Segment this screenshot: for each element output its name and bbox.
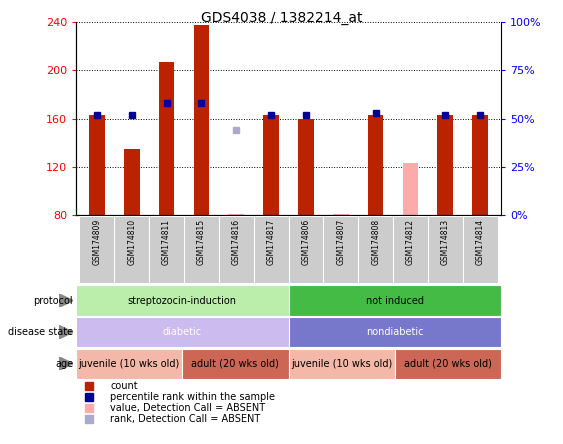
Text: not induced: not induced [366,296,424,305]
Bar [333,214,348,215]
Bar [219,216,254,283]
Text: adult (20 wks old): adult (20 wks old) [191,359,279,369]
Bar [76,317,289,347]
Bar [289,317,501,347]
Bar [76,349,182,379]
Text: nondiabetic: nondiabetic [366,327,423,337]
Bar [393,216,428,283]
Text: GSM174809: GSM174809 [92,219,101,265]
Text: GSM174806: GSM174806 [301,219,310,265]
Text: adult (20 wks old): adult (20 wks old) [404,359,492,369]
Text: protocol: protocol [34,296,73,305]
Polygon shape [59,357,73,370]
Text: GSM174810: GSM174810 [127,219,136,265]
Text: streptozocin-induction: streptozocin-induction [128,296,237,305]
Bar [395,349,501,379]
Text: disease state: disease state [8,327,73,337]
Text: juvenile (10 wks old): juvenile (10 wks old) [78,359,180,369]
Bar [289,285,501,316]
Bar [428,216,463,283]
Bar [229,214,244,215]
Text: value, Detection Call = ABSENT: value, Detection Call = ABSENT [110,403,265,413]
Bar [289,349,395,379]
Bar [124,149,140,215]
Text: age: age [55,359,73,369]
Text: rank, Detection Call = ABSENT: rank, Detection Call = ABSENT [110,414,260,424]
Text: GSM174815: GSM174815 [197,219,206,265]
Bar [79,216,114,283]
Bar [437,115,453,215]
Bar [149,216,184,283]
Text: GSM174807: GSM174807 [336,219,345,265]
Bar [463,216,498,283]
Bar [194,24,209,215]
Bar [114,216,149,283]
Text: diabetic: diabetic [163,327,202,337]
Bar [263,115,279,215]
Bar [472,115,488,215]
Text: GSM174811: GSM174811 [162,219,171,265]
Text: GSM174813: GSM174813 [441,219,450,265]
Bar [182,349,289,379]
Bar [368,115,383,215]
Bar [298,119,314,215]
Bar [76,285,289,316]
Text: GDS4038 / 1382214_at: GDS4038 / 1382214_at [201,11,362,25]
Text: GSM174814: GSM174814 [476,219,485,265]
Polygon shape [59,294,73,307]
Bar [358,216,393,283]
Bar [254,216,289,283]
Text: GSM174816: GSM174816 [232,219,241,265]
Bar [184,216,219,283]
Polygon shape [59,325,73,339]
Bar [289,216,323,283]
Bar [323,216,358,283]
Bar [89,115,105,215]
Bar [403,163,418,215]
Text: juvenile (10 wks old): juvenile (10 wks old) [291,359,392,369]
Text: GSM174817: GSM174817 [267,219,276,265]
Bar [159,62,175,215]
Text: count: count [110,381,137,391]
Text: percentile rank within the sample: percentile rank within the sample [110,392,275,402]
Text: GSM174812: GSM174812 [406,219,415,265]
Text: GSM174808: GSM174808 [371,219,380,265]
